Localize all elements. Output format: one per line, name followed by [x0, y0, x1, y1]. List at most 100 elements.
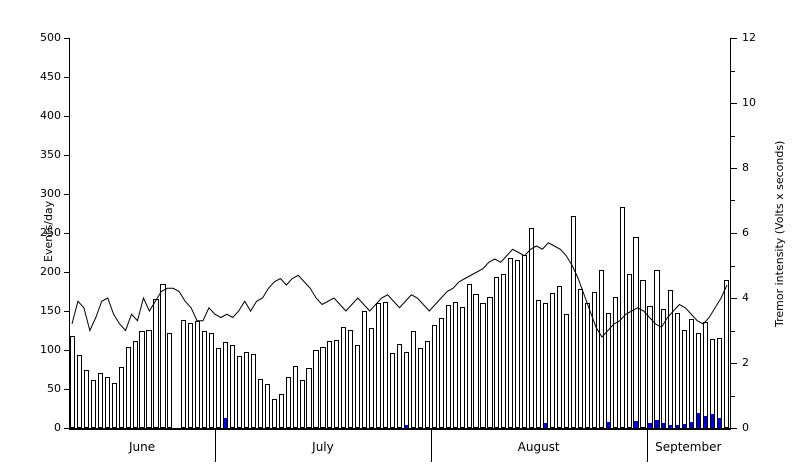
events-bar — [661, 309, 667, 428]
events-bar — [536, 300, 542, 428]
events-bar — [125, 346, 131, 428]
events-bar — [550, 293, 556, 428]
events-bar — [188, 323, 194, 428]
y-left-tick — [64, 233, 69, 234]
events-bar — [605, 312, 611, 428]
y-axis-right — [730, 38, 731, 429]
events-bar — [306, 367, 312, 428]
tremor-bar-segment — [655, 420, 659, 428]
x-axis-baseline — [69, 428, 731, 430]
events-bar — [222, 342, 229, 428]
y-right-tick — [731, 363, 737, 364]
events-bar — [689, 318, 695, 428]
events-bar — [480, 303, 486, 428]
y-left-tick — [64, 350, 69, 351]
events-bar — [640, 279, 646, 428]
events-bar — [76, 354, 82, 428]
events-bar — [417, 347, 423, 428]
month-separator — [646, 430, 648, 462]
tremor-bar-segment — [669, 424, 673, 428]
tremor-bar-segment — [683, 424, 687, 428]
events-bar — [132, 340, 138, 428]
events-bar — [619, 207, 625, 428]
events-bar — [508, 257, 514, 428]
events-bar — [703, 321, 709, 428]
events-bar — [118, 367, 124, 428]
events-bar — [264, 384, 270, 428]
events-bar — [383, 301, 389, 428]
y-left-tick — [64, 116, 69, 117]
events-bar — [522, 254, 528, 428]
month-label: August — [517, 440, 560, 454]
events-bar — [598, 269, 604, 428]
events-bar — [577, 289, 583, 428]
events-bar — [160, 283, 166, 428]
events-bar — [570, 215, 576, 428]
tremor-bar-segment — [544, 423, 548, 428]
y-right-tick-label: 4 — [742, 291, 749, 304]
events-bar — [181, 320, 187, 428]
y-right-tick — [731, 38, 737, 39]
y-right-tick-label: 10 — [742, 96, 756, 109]
events-bar — [612, 296, 618, 428]
y-left-tick-label: 400 — [40, 109, 61, 122]
y-right-minor-tick — [731, 71, 735, 72]
events-bar — [195, 321, 201, 428]
events-bar — [271, 399, 277, 428]
events-bar — [459, 307, 465, 428]
y-left-tick — [64, 155, 69, 156]
tremor-bar-segment — [606, 421, 610, 428]
y-right-minor-tick — [731, 200, 735, 201]
tremor-bar-segment — [704, 415, 708, 428]
events-bar — [236, 356, 243, 428]
y-right-tick — [731, 428, 737, 429]
events-bar — [341, 326, 347, 428]
y-right-tick — [731, 168, 737, 169]
events-bar — [675, 312, 681, 428]
events-bar — [543, 303, 549, 428]
tremor-bar-segment — [697, 413, 701, 428]
events-bar — [584, 303, 590, 428]
events-bar — [327, 340, 333, 428]
y-left-tick — [64, 389, 69, 390]
y-left-tick-label: 500 — [40, 31, 61, 44]
events-bar — [654, 269, 660, 428]
events-bar — [682, 329, 688, 428]
tremor-bar-segment — [404, 424, 409, 428]
tremor-bar-segment — [711, 413, 715, 428]
events-bar — [716, 338, 723, 428]
y-left-tick-label: 450 — [40, 70, 61, 83]
y-left-tick — [64, 38, 69, 39]
month-separator — [430, 430, 432, 462]
events-bar — [369, 328, 375, 428]
events-bar — [97, 373, 103, 428]
y-left-tick — [64, 194, 69, 195]
events-bar — [355, 345, 361, 428]
events-bar — [216, 347, 222, 428]
y-left-tick-label: 0 — [54, 421, 61, 434]
events-bar — [299, 379, 305, 428]
events-bar — [466, 283, 472, 428]
events-bar — [250, 353, 256, 428]
events-bar — [403, 351, 410, 428]
events-bar — [647, 305, 653, 428]
y-axis-left — [69, 38, 70, 429]
events-bar — [515, 259, 521, 428]
events-bar — [167, 332, 173, 428]
events-bar — [257, 378, 263, 428]
events-bar — [292, 365, 298, 428]
y-right-tick-label: 6 — [742, 226, 749, 239]
events-bar — [334, 339, 340, 428]
events-bar — [396, 343, 403, 428]
y-left-tick — [64, 428, 69, 429]
y-right-minor-tick — [731, 266, 735, 267]
events-bar — [487, 296, 493, 428]
events-bar — [153, 298, 159, 428]
tremor-bar-segment — [717, 417, 722, 428]
events-bar — [278, 393, 284, 428]
tremor-bar-segment — [648, 423, 652, 428]
y-left-tick-label: 50 — [47, 382, 61, 395]
y-right-minor-tick — [731, 396, 735, 397]
y-left-tick-label: 250 — [40, 226, 61, 239]
events-bar — [362, 311, 368, 428]
